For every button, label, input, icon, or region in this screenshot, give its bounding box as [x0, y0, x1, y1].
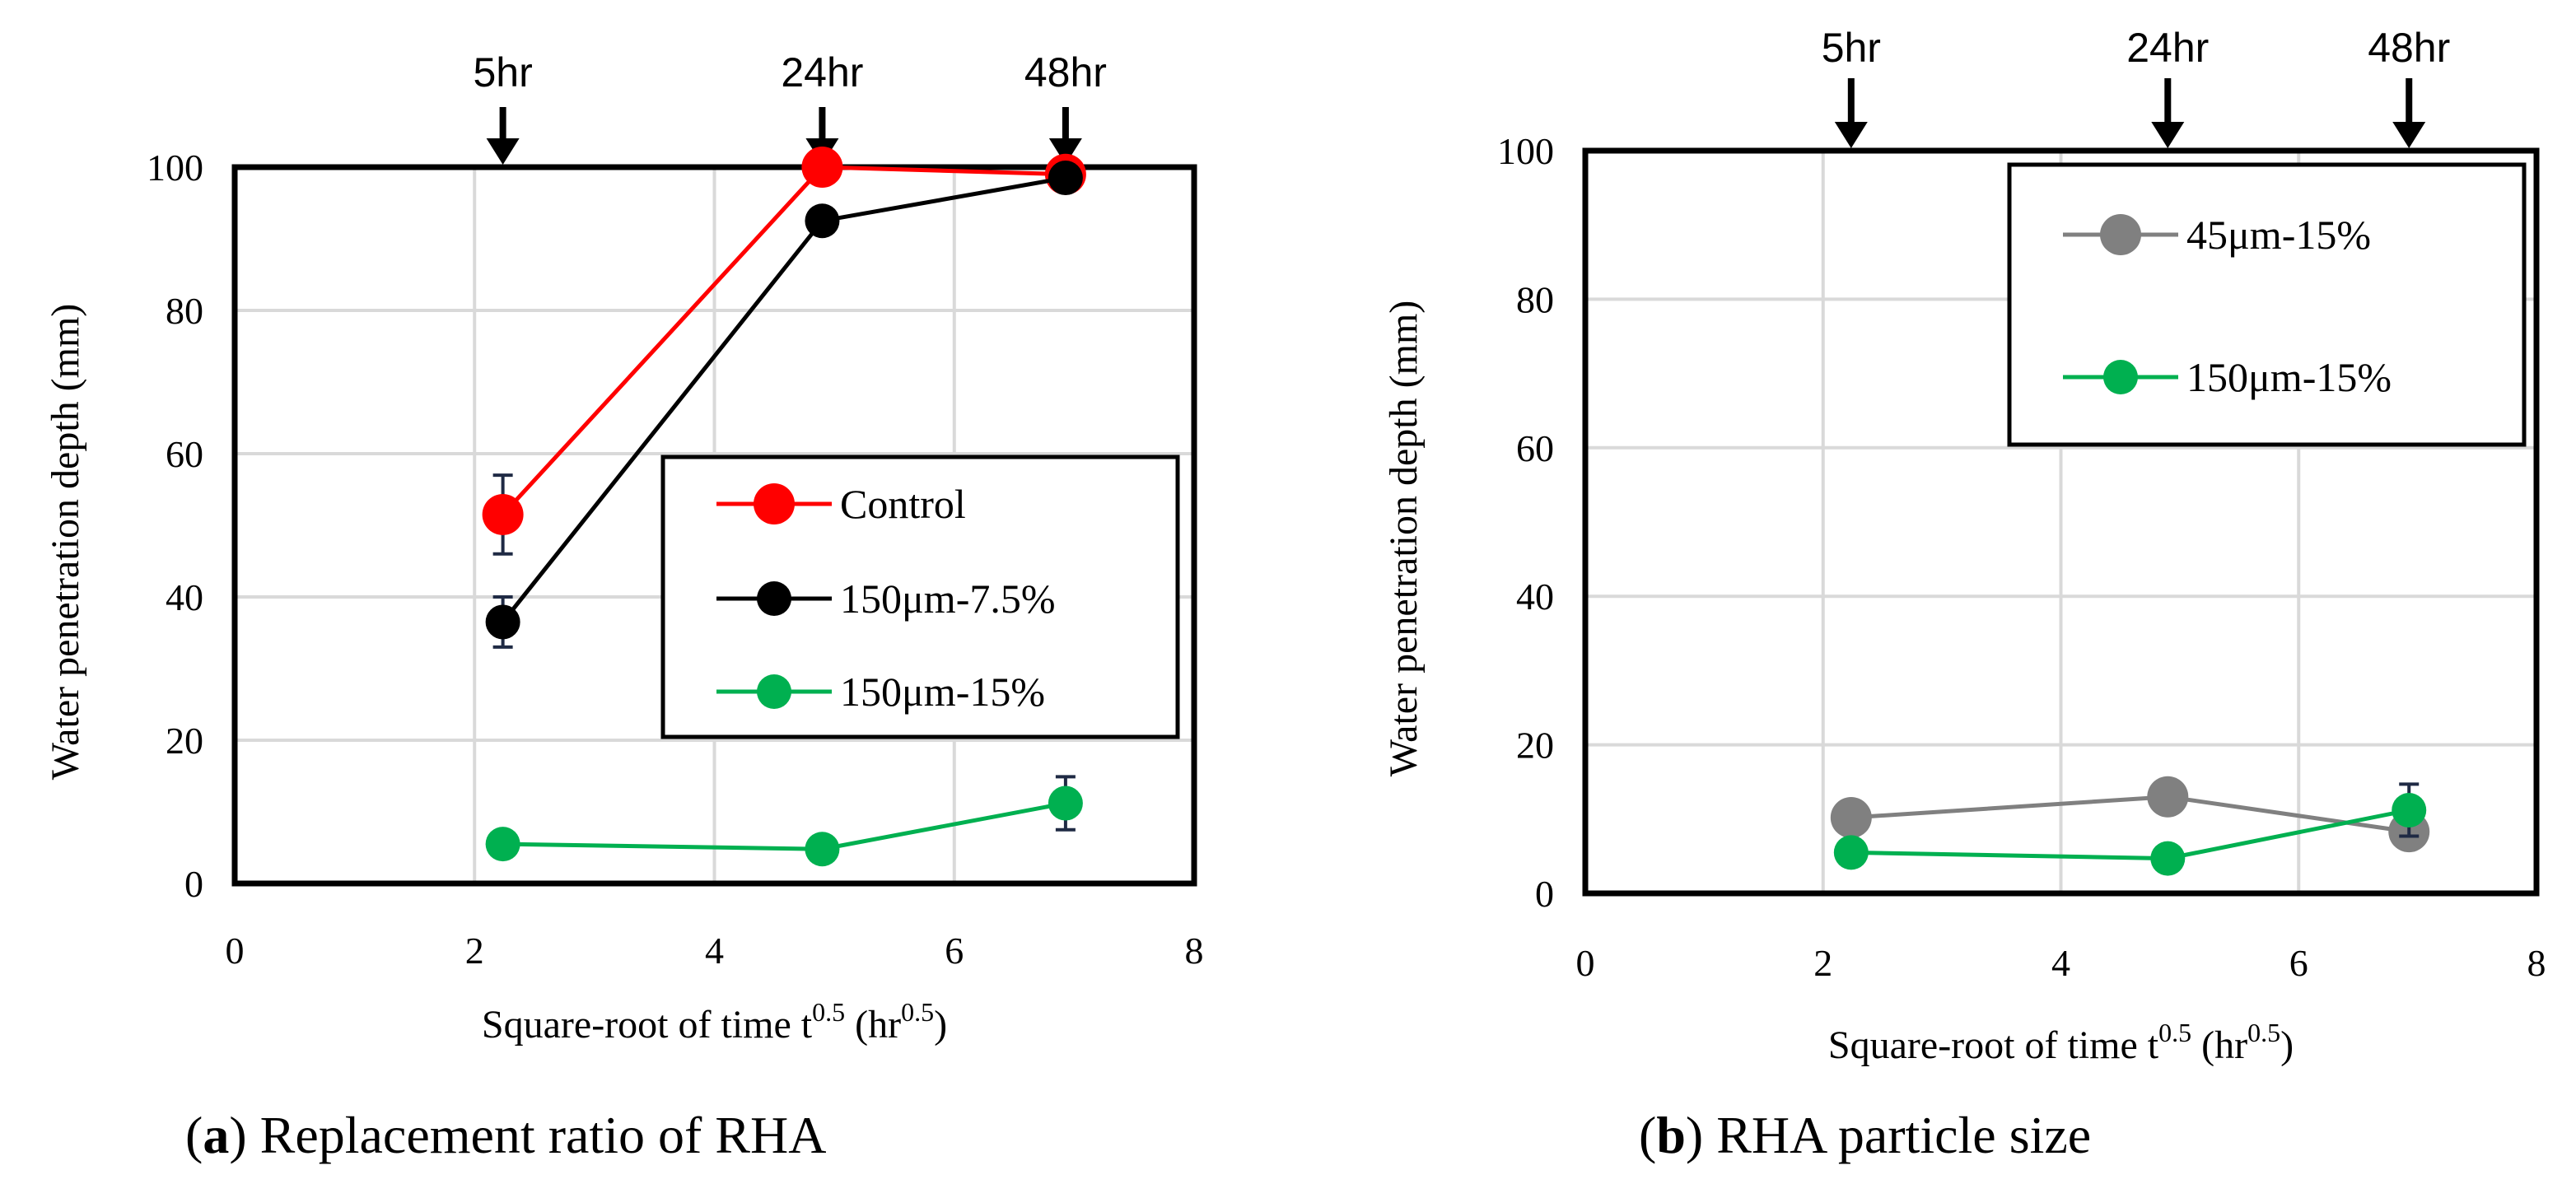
data-point	[485, 827, 520, 862]
data-point	[805, 832, 840, 867]
time-marker-label: 24hr	[781, 49, 863, 96]
time-marker-label: 5hr	[473, 49, 532, 96]
data-point	[1048, 785, 1083, 821]
arrowhead-icon	[1834, 122, 1868, 148]
x-axis-title-main: Square-root of time t	[1828, 1023, 2159, 1067]
x-axis-title: Square-root of time t0.5 (hr0.5)	[482, 997, 947, 1047]
x-axis-title-sup: 0.5	[812, 997, 845, 1027]
time-marker-label: 48hr	[2368, 25, 2450, 71]
time-marker-label: 48hr	[1024, 49, 1107, 96]
x-tick-label: 0	[226, 930, 245, 972]
x-axis-title-close: )	[934, 1003, 947, 1047]
x-tick-label: 4	[2051, 942, 2070, 984]
series-line-1	[1850, 808, 2410, 861]
caption-text: ) Replacement ratio of RHA	[229, 1106, 826, 1164]
legend-entry-label: 150μm-15%	[840, 669, 1045, 715]
data-point	[1830, 796, 1872, 838]
data-point	[1833, 835, 1869, 870]
time-marker-label: 24hr	[2126, 25, 2209, 71]
y-tick-label: 40	[1516, 576, 1554, 618]
time-marker-label: 5hr	[1822, 25, 1881, 71]
x-axis-title-close: )	[2280, 1023, 2294, 1067]
x-tick-label: 6	[2289, 942, 2308, 984]
x-axis-title-unit-sup: 0.5	[2247, 1018, 2280, 1047]
y-tick-label: 80	[1516, 278, 1554, 320]
data-point	[2392, 792, 2427, 827]
caption-open-paren: (	[1639, 1106, 1656, 1164]
arrowhead-icon	[486, 138, 520, 165]
x-axis-title-main: Square-root of time t	[482, 1003, 813, 1047]
caption-open-paren: (	[185, 1106, 203, 1164]
y-tick-label: 0	[1535, 873, 1554, 915]
caption-letter: b	[1656, 1106, 1686, 1164]
figure-caption: (b) RHA particle size	[1639, 1106, 2091, 1164]
legend-entry-label: Control	[840, 481, 966, 527]
x-tick-label: 8	[1185, 930, 1204, 972]
arrowhead-icon	[2392, 122, 2426, 148]
data-point	[485, 604, 520, 640]
plot-frame	[231, 164, 1197, 887]
y-axis-title: Water penetration depth (mm)	[44, 304, 87, 781]
figure-caption: (a) Replacement ratio of RHA	[185, 1106, 826, 1164]
x-axis-title: Square-root of time t0.5 (hr0.5)	[1828, 1018, 2294, 1067]
legend-entry-label: 150μm-7.5%	[840, 576, 1056, 622]
caption-letter: a	[203, 1106, 229, 1164]
x-tick-label: 2	[465, 930, 484, 972]
y-tick-label: 60	[166, 433, 203, 475]
data-point	[482, 493, 524, 535]
data-point	[801, 147, 843, 188]
y-tick-label: 100	[147, 147, 203, 189]
x-tick-label: 6	[945, 930, 964, 972]
arrowhead-icon	[1048, 138, 1082, 165]
legend-box	[2007, 162, 2527, 447]
x-axis-title-unit: (hr	[845, 1003, 901, 1047]
y-tick-label: 20	[166, 720, 203, 762]
y-tick-label: 20	[1516, 725, 1554, 767]
legend-swatch-marker	[754, 483, 795, 524]
legend-swatch-marker	[757, 674, 791, 709]
y-tick-label: 0	[184, 863, 203, 905]
x-tick-label: 4	[705, 930, 724, 972]
y-tick-label: 100	[1497, 130, 1554, 172]
y-axis-title: Water penetration depth (mm)	[1382, 301, 1426, 777]
legend-swatch-marker	[757, 581, 791, 616]
caption-text: ) RHA particle size	[1686, 1106, 2091, 1164]
x-axis-title-unit: (hr	[2191, 1023, 2247, 1067]
x-axis-title-sup: 0.5	[2158, 1018, 2191, 1047]
x-tick-label: 2	[1813, 942, 1832, 984]
plot-frame	[1582, 147, 2540, 897]
x-tick-label: 8	[2527, 942, 2546, 984]
legend-entry-label: 150μm-15%	[2186, 354, 2392, 400]
legend-swatch-marker	[2103, 360, 2138, 394]
arrowhead-icon	[2151, 122, 2185, 148]
data-point	[2150, 841, 2186, 876]
y-tick-label: 80	[166, 290, 203, 332]
x-axis-title-unit-sup: 0.5	[901, 997, 934, 1027]
data-point	[1048, 161, 1083, 196]
legend-entry-label: 45μm-15%	[2186, 212, 2371, 258]
x-tick-label: 0	[1576, 942, 1595, 984]
data-point	[2147, 776, 2189, 818]
y-tick-label: 60	[1516, 427, 1554, 469]
data-point	[805, 203, 840, 239]
legend-swatch-marker	[2100, 214, 2141, 255]
series-line-2	[502, 801, 1066, 851]
y-tick-label: 40	[166, 576, 203, 618]
